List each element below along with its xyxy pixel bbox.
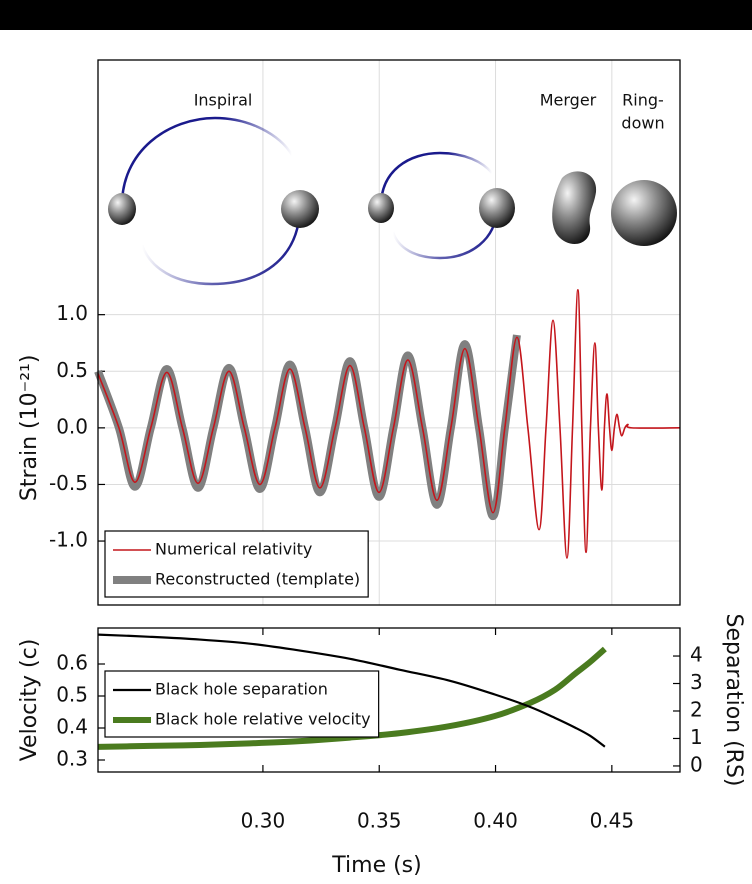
y-tick-label: 0.5 (56, 358, 88, 382)
y2-axis-label: Separation (RS) (721, 613, 746, 786)
merging-black-holes (552, 171, 597, 245)
x-tick-label: 0.45 (590, 809, 635, 833)
y-tick-label: 0.0 (56, 414, 88, 438)
annotation: Inspiral (194, 91, 253, 110)
y-tick-label: 0.4 (56, 715, 88, 739)
y2-tick-label: 4 (690, 643, 703, 667)
final-black-hole (611, 180, 677, 246)
orbit-arc (379, 151, 493, 209)
legend-label: Black hole separation (155, 680, 328, 699)
y-axis-label: Strain (10⁻²¹) (17, 355, 42, 502)
y-tick-label: 1.0 (56, 301, 88, 325)
x-tick-label: 0.40 (473, 809, 518, 833)
x-axis-label: Time (s) (331, 853, 421, 878)
black-hole (368, 193, 394, 223)
y-tick-label: 0.5 (56, 683, 88, 707)
panel: 1.0 0.5 0.0 -0.5 -1.0 Strain (10⁻²¹) Numerical… (17, 59, 681, 606)
black-hole (479, 188, 515, 228)
orbit-arc (140, 208, 302, 286)
x-tick-label: 0.35 (357, 809, 402, 833)
annotation: down (621, 114, 664, 133)
annotation: Merger (540, 91, 597, 110)
legend-label: Black hole relative velocity (155, 710, 371, 729)
legend: Black hole separation Black hole relative… (104, 670, 380, 738)
black-hole (108, 193, 136, 225)
y-tick-label: -1.0 (49, 528, 88, 552)
illustrations (108, 116, 677, 286)
series-line (97, 633, 606, 748)
y-tick-label: 0.3 (56, 747, 88, 771)
orbit-arc (120, 116, 294, 210)
legend-box (104, 530, 369, 598)
series-line (94, 334, 521, 521)
black-hole (281, 190, 319, 228)
plot-frame (97, 59, 681, 606)
legend-label: Numerical relativity (155, 540, 312, 559)
legend-box (104, 670, 380, 738)
y-axis-label: Velocity (c) (17, 639, 42, 762)
series-line (97, 288, 681, 559)
annotation: Ring- (622, 91, 664, 110)
y2-tick-label: 3 (690, 670, 703, 694)
y2-tick-label: 1 (690, 725, 703, 749)
legend: Numerical relativity Reconstructed (templ… (104, 530, 369, 598)
y2-tick-label: 2 (690, 697, 703, 721)
panel: 0.30 0.35 0.40 0.45 0.3 0.4 0.5 0.6 0 1 2 3 4 Velocit… (17, 613, 746, 878)
top-band (0, 0, 752, 30)
x-tick-label: 0.30 (241, 809, 286, 833)
series-line (97, 646, 607, 750)
y2-tick-label: 0 (690, 752, 703, 776)
orbit-arc (391, 207, 499, 260)
legend-label: Reconstructed (template) (155, 570, 360, 589)
y-tick-label: -0.5 (49, 471, 88, 495)
plot-frame (97, 627, 681, 773)
y-tick-label: 0.6 (56, 651, 88, 675)
